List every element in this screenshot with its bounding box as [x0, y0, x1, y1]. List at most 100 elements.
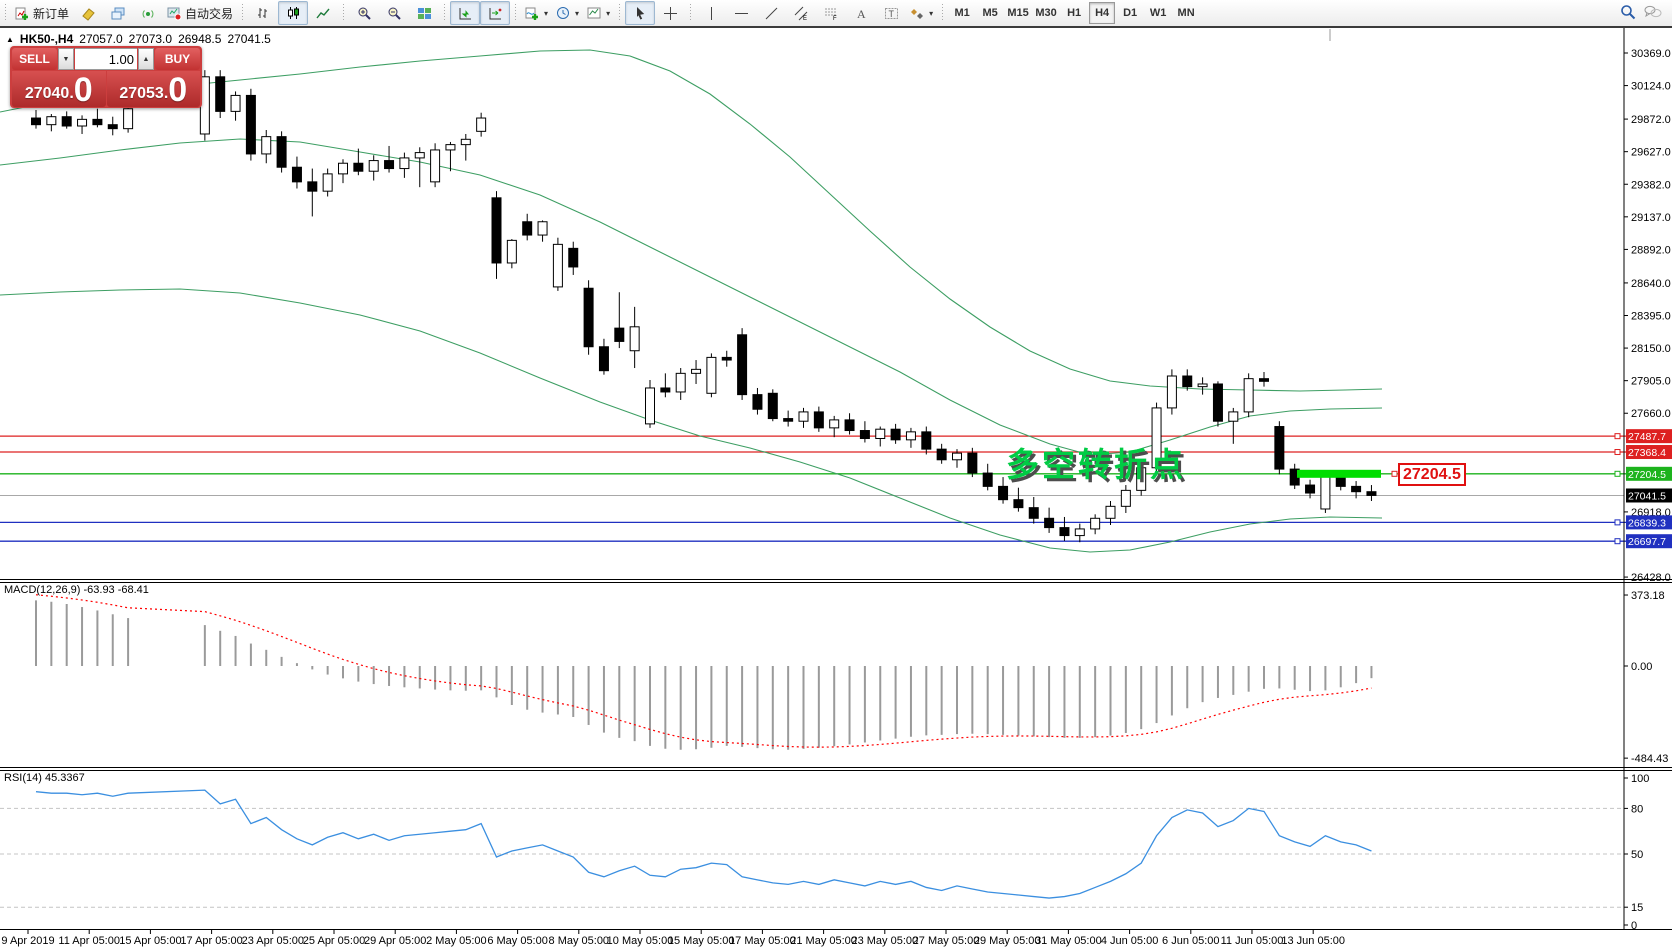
candle-body-up [629, 326, 640, 352]
rsi-line [35, 789, 1372, 899]
candle-body-up [645, 387, 655, 425]
line-handle [1614, 538, 1621, 545]
tab-timeframe-mn[interactable]: MN [1177, 7, 1195, 19]
autoscroll-button[interactable] [450, 1, 481, 25]
windows-button[interactable] [103, 1, 133, 25]
price-tag [1626, 429, 1672, 444]
candle-body-up [1105, 505, 1116, 519]
candle-body-down [92, 118, 103, 126]
candle-body-down [522, 221, 533, 236]
price-tag-label: 26697.7 [1628, 536, 1666, 548]
template-icon [587, 6, 602, 21]
signal-button[interactable] [133, 1, 163, 25]
candle-chart-button[interactable] [278, 1, 309, 25]
candle-body-down [353, 162, 364, 172]
hline-button[interactable] [726, 1, 756, 25]
toolbar-grip [616, 4, 624, 22]
line-chart-button[interactable] [308, 1, 338, 25]
tab-timeframe-m30[interactable]: M30 [1035, 7, 1057, 19]
time-tick-label: 29 May 05:00 [974, 935, 1041, 947]
candle-body-up [414, 152, 425, 159]
rsi-value: 45.3367 [44, 772, 85, 784]
time-tick-label: 9 Apr 2019 [1, 935, 54, 947]
candle-body-up [338, 162, 348, 175]
tab-timeframe-m1[interactable]: M1 [954, 7, 970, 19]
text-label-button[interactable]: T [876, 1, 906, 25]
chat-icon[interactable] [1644, 4, 1662, 23]
arrows-button[interactable]: ▾ [906, 1, 937, 25]
tab-timeframe-h4[interactable]: H4 [1089, 2, 1116, 24]
tab-timeframe-d1[interactable]: D1 [1123, 7, 1138, 19]
chart-shift-button[interactable] [480, 1, 511, 25]
eraser-button[interactable] [73, 1, 103, 25]
ohlc-low: 26948.5 [178, 32, 222, 46]
tab-timeframe-h1[interactable]: H1 [1067, 7, 1082, 19]
add-indicator-icon [525, 6, 540, 21]
volume-increase-button[interactable]: ▲ [138, 48, 154, 70]
symbol-period: HK50-,H4 [19, 32, 74, 46]
zoom-out-icon [387, 6, 402, 21]
periods-button[interactable]: ▾ [552, 1, 583, 25]
new-order-button[interactable]: 新订单 [11, 1, 73, 25]
price-tag-label: 27204.5 [1628, 469, 1666, 481]
macd-title: MACD(12,26,9) [4, 584, 81, 596]
trendline-button[interactable] [756, 1, 786, 25]
buy-price[interactable]: 27053. 0 [106, 71, 200, 110]
vline-button[interactable] [696, 1, 726, 25]
candle-body-up [506, 239, 517, 264]
dropdown-caret: ▾ [929, 8, 934, 18]
candle-body-up [368, 160, 379, 172]
sell-price-big-digit: 0 [73, 71, 93, 110]
chart-annotation-text[interactable]: 多空转折点 [1006, 448, 1186, 484]
toolbar-grip [939, 4, 947, 22]
tab-timeframe-m5[interactable]: M5 [982, 7, 998, 19]
cursor-button[interactable] [625, 1, 656, 25]
candle-body-up [476, 117, 487, 132]
sell-price[interactable]: 27040. 0 [12, 71, 106, 107]
crosshair-button[interactable] [655, 1, 685, 25]
buy-price-main: 27053 [119, 85, 164, 102]
one-click-trading-panel: SELL ▼ 1.00 ▲ BUY 27040. 0 27053. 0 [10, 46, 202, 108]
candle-body-down [215, 76, 226, 112]
time-tick-label: 21 May 05:00 [790, 935, 857, 947]
trendline-price-label[interactable]: 27204.5 [1398, 463, 1466, 486]
candle-body-down [721, 356, 732, 361]
volume-input[interactable]: 1.00 [75, 48, 137, 70]
bar-chart-button[interactable] [248, 1, 278, 25]
tile-windows-button[interactable] [409, 1, 439, 25]
buy-price-big-digit: 0 [168, 71, 188, 110]
sell-button[interactable]: SELL [12, 48, 57, 70]
candle-body-down [1366, 491, 1377, 496]
ohlc-open: 27057.0 [79, 32, 123, 46]
macd-values: -63.93 -68.41 [83, 584, 149, 596]
buy-button[interactable]: BUY [155, 48, 200, 70]
fibonacci-button[interactable]: F [816, 1, 846, 25]
price-tick-label: 29627.0 [1631, 147, 1671, 159]
tab-timeframe-w1[interactable]: W1 [1149, 7, 1167, 19]
autotrade-button[interactable]: 自动交易 [163, 1, 237, 25]
line-handle [1614, 470, 1621, 477]
indicators-button[interactable]: ▾ [521, 1, 552, 25]
collapse-panel-icon[interactable]: ▲ [6, 34, 14, 44]
price-tag [1626, 534, 1672, 549]
channel-button[interactable]: E [786, 1, 816, 25]
toolbar-grip [239, 4, 247, 22]
time-tick-label: 13 Jun 05:00 [1281, 935, 1345, 947]
chart-header: ▲ HK50-,H4 27057.0 27073.0 26948.5 27041… [6, 32, 271, 46]
zoom-in-button[interactable] [349, 1, 379, 25]
time-tick-label: 6 May 05:00 [487, 935, 548, 947]
text-button[interactable]: A [846, 1, 876, 25]
candle-body-down [1182, 375, 1193, 388]
chart-shift-icon [488, 6, 503, 21]
tab-timeframe-m15[interactable]: M15 [1007, 7, 1029, 19]
candle-body-up [430, 149, 441, 183]
search-icon[interactable] [1620, 4, 1636, 23]
time-tick-label: 15 May 05:00 [668, 935, 735, 947]
volume-decrease-button[interactable]: ▼ [58, 48, 74, 70]
highlight-level-bar [1297, 469, 1381, 478]
templates-button[interactable]: ▾ [583, 1, 614, 25]
tile-windows-icon [417, 6, 432, 21]
zoom-out-button[interactable] [379, 1, 409, 25]
timeframe-group: M1 M5 M15 M30 H1 H4 D1 W1 MN [948, 2, 1200, 24]
